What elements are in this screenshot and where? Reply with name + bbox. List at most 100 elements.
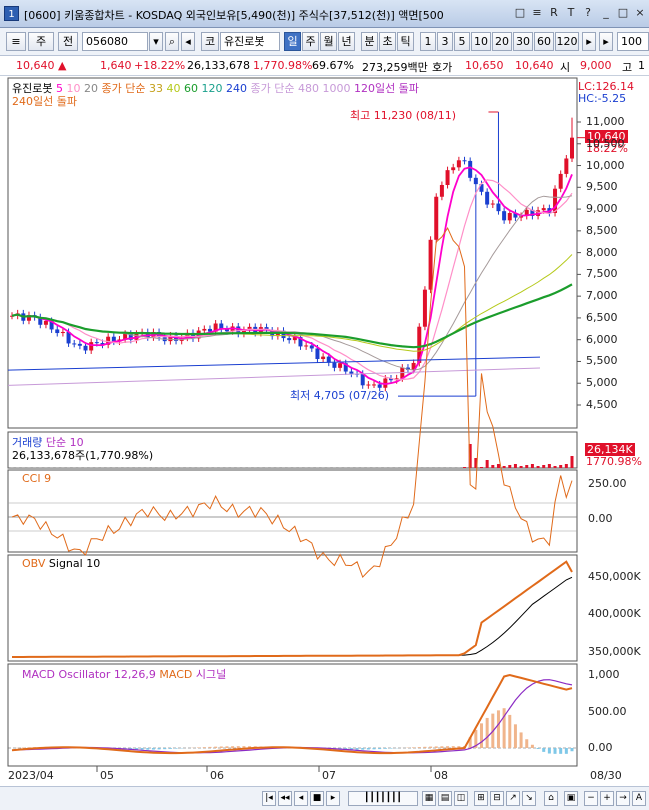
text-icon[interactable]: T	[567, 6, 575, 19]
minimize-icon[interactable]: _	[603, 6, 609, 19]
price-tick-label: 4,500	[586, 398, 618, 411]
volume-bar	[84, 467, 88, 468]
interval-120-button[interactable]: 120	[555, 32, 579, 51]
interval-option2-icon[interactable]: ▸	[599, 32, 613, 51]
scroll-right-icon[interactable]: ▸	[326, 791, 340, 806]
macd-histogram-bar	[451, 746, 455, 748]
help-icon[interactable]: ?	[585, 6, 591, 19]
first-page-icon[interactable]: |◂	[262, 791, 276, 806]
cci-line	[11, 227, 573, 579]
interval-10-button[interactable]: 10	[471, 32, 491, 51]
volume-bar	[355, 467, 359, 468]
text-size-icon[interactable]: A	[632, 791, 646, 806]
search-icon[interactable]: ⌕	[165, 32, 179, 51]
tool5-icon[interactable]: ⊟	[490, 791, 504, 806]
volume-bar	[55, 467, 59, 468]
volume-bar	[112, 467, 116, 468]
maximize-icon[interactable]: □	[617, 6, 629, 19]
tool8-icon[interactable]: ⌂	[544, 791, 558, 806]
ratio-value: 69.67%	[312, 59, 354, 72]
zoom-slider[interactable]: ┃┃┃┃┃┃┃	[348, 791, 418, 806]
zoom-out-icon[interactable]: −	[584, 791, 598, 806]
volume-bar	[253, 467, 257, 468]
volume-bar	[457, 467, 461, 468]
candle-body	[304, 345, 309, 347]
quote-info-bar: 10,640 ▲ 1,640 +18.22% 26,133,678 1,770.…	[0, 56, 649, 76]
grip-icon[interactable]: ≡	[6, 32, 26, 51]
period-tick-button[interactable]: 틱	[397, 32, 414, 51]
code-input[interactable]: 056080	[82, 32, 148, 51]
period-minute-button[interactable]: 분	[361, 32, 378, 51]
period-select[interactable]: 주	[28, 32, 54, 51]
period-day-button[interactable]: 일	[284, 32, 301, 51]
break120-legend: 120일선 돌파	[353, 82, 419, 95]
tool1-icon[interactable]: ▦	[422, 791, 436, 806]
candle-body	[106, 336, 111, 345]
scroll-left-icon[interactable]: ◂	[294, 791, 308, 806]
candle-body	[332, 362, 337, 368]
macd-histogram-bar	[485, 717, 489, 748]
tool3-icon[interactable]: ◫	[454, 791, 468, 806]
macd-signal-title: 시그널	[195, 668, 227, 681]
candle-body	[349, 371, 354, 374]
period-second-button[interactable]: 초	[379, 32, 396, 51]
interval-30-button[interactable]: 30	[513, 32, 533, 51]
volume-bar	[440, 467, 444, 468]
volume-bar	[27, 467, 31, 468]
restore-icon[interactable]: □	[514, 6, 526, 19]
interval-3-button[interactable]: 3	[437, 32, 453, 51]
scroll-left-fast-icon[interactable]: ◂◂	[278, 791, 292, 806]
close-icon[interactable]: ×	[635, 6, 645, 19]
menu-icon[interactable]: ≡	[532, 6, 542, 19]
macd-histogram-bar	[502, 708, 506, 748]
interval-1-button[interactable]: 1	[420, 32, 436, 51]
candle-body	[417, 326, 422, 363]
interval-20-button[interactable]: 20	[492, 32, 512, 51]
window-title: [0600] 키움종합차트 - KOSDAQ 외국인보유[5,490(천)] 주…	[24, 9, 444, 22]
cci-tick-250: 250.00	[588, 477, 627, 490]
code-dropdown-icon[interactable]: ▾	[149, 32, 163, 51]
scroll-end-icon[interactable]: →	[616, 791, 630, 806]
current-price-badge: 10,640	[585, 130, 628, 143]
volume-bar	[282, 467, 286, 468]
candle-body	[456, 160, 461, 168]
volume-bar	[559, 465, 563, 468]
macd-histogram-bar	[440, 746, 444, 748]
tool4-icon[interactable]: ⊞	[474, 791, 488, 806]
interval-60-button[interactable]: 60	[534, 32, 554, 51]
volume-bar	[219, 467, 223, 468]
market-label[interactable]: 코	[201, 32, 219, 51]
interval-option-icon[interactable]: ▸	[582, 32, 596, 51]
period-month-button[interactable]: 월	[320, 32, 337, 51]
candle-body	[241, 330, 246, 334]
volume-bar	[298, 467, 302, 468]
volume-bar	[146, 467, 150, 468]
prev-button[interactable]: 전	[58, 32, 78, 51]
period-year-button[interactable]: 년	[338, 32, 355, 51]
zoom-in-icon[interactable]: +	[600, 791, 614, 806]
refresh-icon[interactable]: R	[550, 6, 558, 19]
period-week-button[interactable]: 주	[302, 32, 319, 51]
count-input[interactable]: 100	[617, 32, 649, 51]
speaker-icon[interactable]: ◂	[181, 32, 195, 51]
candle-body	[553, 188, 558, 213]
volume-bar	[423, 467, 427, 468]
volume-bar	[50, 467, 54, 468]
volume-bar	[123, 467, 127, 468]
obv-tick-350: 350,000K	[588, 645, 641, 658]
chart-area[interactable]	[0, 76, 649, 786]
tool2-icon[interactable]: ▤	[438, 791, 452, 806]
volume-bar	[259, 467, 263, 468]
tool6-icon[interactable]: ↗	[506, 791, 520, 806]
volume-bar	[304, 467, 308, 468]
stock-name-field[interactable]: 유진로봇	[220, 32, 280, 51]
macd-tick-0: 0.00	[588, 741, 613, 754]
stop-icon[interactable]: ■	[310, 791, 324, 806]
interval-5-button[interactable]: 5	[454, 32, 470, 51]
tool9-icon[interactable]: ▣	[564, 791, 578, 806]
tool7-icon[interactable]: ↘	[522, 791, 536, 806]
price-tick-label: 9,500	[586, 180, 618, 194]
volume-bar	[372, 467, 376, 468]
volume-bar	[78, 467, 82, 468]
close-simple2-legend: 종가 단순	[250, 82, 295, 95]
